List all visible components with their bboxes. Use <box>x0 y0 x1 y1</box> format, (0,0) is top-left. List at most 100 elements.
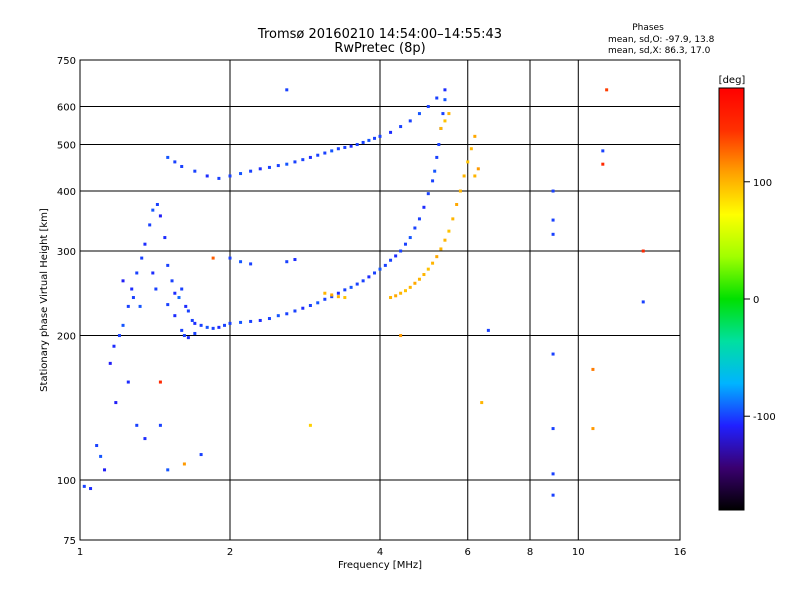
data-point <box>308 303 312 307</box>
data-point <box>591 427 595 431</box>
data-point <box>182 462 186 466</box>
data-point <box>330 293 334 297</box>
data-point <box>433 169 437 173</box>
data-point <box>182 334 186 338</box>
data-point <box>193 321 197 325</box>
data-point <box>601 162 605 166</box>
data-point <box>422 273 426 277</box>
data-point <box>151 271 155 275</box>
data-point <box>469 147 473 151</box>
data-point <box>211 326 215 330</box>
data-point <box>394 254 398 258</box>
data-point <box>186 309 190 313</box>
data-point <box>193 169 197 173</box>
data-point <box>173 291 177 295</box>
data-point <box>361 279 365 283</box>
data-point <box>355 143 359 147</box>
data-point <box>323 151 327 155</box>
y-tick-label: 200 <box>57 332 76 343</box>
data-point <box>316 301 320 305</box>
data-point <box>199 453 203 457</box>
data-point <box>293 160 297 164</box>
data-point <box>148 223 152 227</box>
data-point <box>417 277 421 281</box>
data-point <box>95 444 99 448</box>
data-point <box>205 174 209 178</box>
data-point <box>551 352 555 356</box>
data-point <box>408 236 412 240</box>
x-tick-label: 4 <box>377 547 383 558</box>
data-point <box>293 258 297 262</box>
data-point <box>108 361 112 365</box>
x-tick-label: 1 <box>77 547 83 558</box>
data-point <box>399 249 403 253</box>
data-point <box>166 263 170 267</box>
data-points <box>82 88 645 497</box>
chart-subtitle: RwPretec (8p) <box>334 41 425 56</box>
data-point <box>437 143 441 147</box>
data-point <box>211 256 215 260</box>
data-point <box>267 317 271 321</box>
data-point <box>441 112 445 116</box>
data-point <box>166 468 170 472</box>
data-point <box>403 289 407 293</box>
data-point <box>373 136 377 140</box>
data-point <box>293 309 297 313</box>
y-tick-label: 500 <box>57 141 76 152</box>
data-point <box>435 255 439 259</box>
data-point <box>330 149 334 153</box>
data-point <box>551 472 555 476</box>
x-tick-label: 6 <box>465 547 471 558</box>
data-point <box>308 155 312 159</box>
data-point <box>186 336 190 340</box>
data-point <box>426 192 430 196</box>
data-point <box>439 126 443 130</box>
y-tick-label: 75 <box>63 536 76 547</box>
data-point <box>451 217 455 221</box>
data-point <box>605 88 609 92</box>
data-point <box>443 238 447 242</box>
data-point <box>121 323 125 327</box>
data-point <box>126 380 130 384</box>
data-point <box>228 256 232 260</box>
data-point <box>486 328 490 332</box>
data-point <box>158 380 162 384</box>
data-point <box>308 423 312 427</box>
colorbar-tick-label: 100 <box>753 178 772 189</box>
data-point <box>601 149 605 153</box>
data-point <box>205 325 209 329</box>
colorbar-tick-label: -100 <box>753 412 776 423</box>
stats-heading: Phases <box>632 23 664 33</box>
data-point <box>249 319 253 323</box>
y-tick-label: 750 <box>57 56 76 67</box>
data-point <box>439 247 443 251</box>
data-point <box>228 174 232 178</box>
data-point <box>394 294 398 298</box>
data-point <box>143 437 147 441</box>
data-point <box>389 296 393 300</box>
data-point <box>166 155 170 159</box>
data-point <box>343 288 347 292</box>
data-point <box>180 287 184 291</box>
data-point <box>138 304 142 308</box>
y-tick-label: 400 <box>57 187 76 198</box>
data-point <box>473 134 477 138</box>
data-point <box>399 334 403 338</box>
data-point <box>258 167 262 171</box>
data-point <box>158 423 162 427</box>
data-point <box>190 318 194 322</box>
data-point <box>367 138 371 142</box>
data-point <box>551 189 555 193</box>
data-point <box>140 256 144 260</box>
data-point <box>443 119 447 123</box>
data-point <box>431 261 435 265</box>
data-point <box>476 167 480 171</box>
data-point <box>258 318 262 322</box>
data-point <box>316 153 320 157</box>
y-tick-label: 300 <box>57 247 76 258</box>
data-point <box>336 147 340 151</box>
data-point <box>455 202 459 206</box>
data-point <box>173 314 177 318</box>
data-point <box>403 242 407 246</box>
